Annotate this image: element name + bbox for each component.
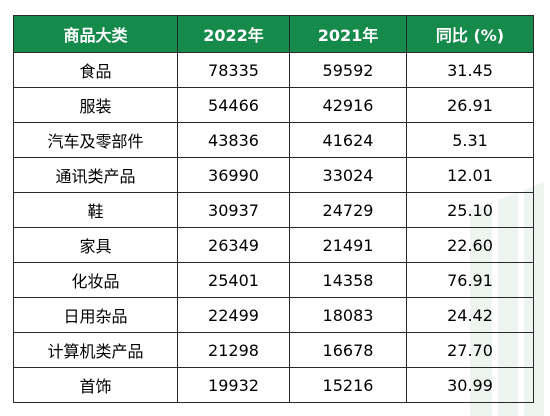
table-row: 日用杂品 22499 18083 24.42 xyxy=(13,297,534,333)
header-cell-category: 商品大类 xyxy=(13,15,178,53)
cell-yoy: 24.42 xyxy=(406,297,534,333)
cell-yoy: 12.01 xyxy=(406,157,534,193)
table-row: 鞋 30937 24729 25.10 xyxy=(13,192,534,228)
header-cell-yoy: 同比 (%) xyxy=(406,15,534,53)
cell-yoy: 25.10 xyxy=(406,192,534,228)
table-row: 家具 26349 21491 22.60 xyxy=(13,227,534,263)
cell-category: 化妆品 xyxy=(13,262,178,298)
cell-2022: 43836 xyxy=(177,122,290,158)
cell-yoy: 5.31 xyxy=(406,122,534,158)
cell-category: 家具 xyxy=(13,227,178,263)
cell-category: 食品 xyxy=(13,52,178,88)
header-row: 商品大类 2022年 2021年 同比 (%) xyxy=(13,15,534,53)
cell-2021: 18083 xyxy=(289,297,407,333)
cell-2021: 21491 xyxy=(289,227,407,263)
cell-category: 汽车及零部件 xyxy=(13,122,178,158)
header-cell-2021: 2021年 xyxy=(289,15,407,53)
header-cell-2022: 2022年 xyxy=(177,15,290,53)
table-body: 食品 78335 59592 31.45 服装 54466 42916 26.91 汽车及零部件… xyxy=(13,52,534,403)
cell-2021: 16678 xyxy=(289,332,407,368)
data-table: 商品大类 2022年 2021年 同比 (%) 食品 78335 59592 31.4… xyxy=(13,15,534,403)
cell-yoy: 26.91 xyxy=(406,87,534,123)
cell-category: 鞋 xyxy=(13,192,178,228)
cell-yoy: 31.45 xyxy=(406,52,534,88)
cell-2021: 42916 xyxy=(289,87,407,123)
table-row: 化妆品 25401 14358 76.91 xyxy=(13,262,534,298)
cell-2022: 19932 xyxy=(177,367,290,403)
table-row: 服装 54466 42916 26.91 xyxy=(13,87,534,123)
table-row: 通讯类产品 36990 33024 12.01 xyxy=(13,157,534,193)
cell-2022: 54466 xyxy=(177,87,290,123)
cell-2022: 36990 xyxy=(177,157,290,193)
cell-2021: 41624 xyxy=(289,122,407,158)
cell-category: 计算机类产品 xyxy=(13,332,178,368)
cell-2021: 24729 xyxy=(289,192,407,228)
table-row: 汽车及零部件 43836 41624 5.31 xyxy=(13,122,534,158)
table-row: 食品 78335 59592 31.45 xyxy=(13,52,534,88)
table-row: 计算机类产品 21298 16678 27.70 xyxy=(13,332,534,368)
cell-2021: 59592 xyxy=(289,52,407,88)
cell-2021: 15216 xyxy=(289,367,407,403)
cell-yoy: 27.70 xyxy=(406,332,534,368)
cell-yoy: 22.60 xyxy=(406,227,534,263)
cell-2022: 22499 xyxy=(177,297,290,333)
cell-2022: 30937 xyxy=(177,192,290,228)
table-row: 首饰 19932 15216 30.99 xyxy=(13,367,534,403)
cell-2022: 21298 xyxy=(177,332,290,368)
cell-2021: 33024 xyxy=(289,157,407,193)
cell-2022: 26349 xyxy=(177,227,290,263)
cell-category: 通讯类产品 xyxy=(13,157,178,193)
cell-yoy: 76.91 xyxy=(406,262,534,298)
cell-category: 服装 xyxy=(13,87,178,123)
cell-2022: 78335 xyxy=(177,52,290,88)
cell-category: 日用杂品 xyxy=(13,297,178,333)
cell-category: 首饰 xyxy=(13,367,178,403)
cell-2021: 14358 xyxy=(289,262,407,298)
cell-yoy: 30.99 xyxy=(406,367,534,403)
cell-2022: 25401 xyxy=(177,262,290,298)
